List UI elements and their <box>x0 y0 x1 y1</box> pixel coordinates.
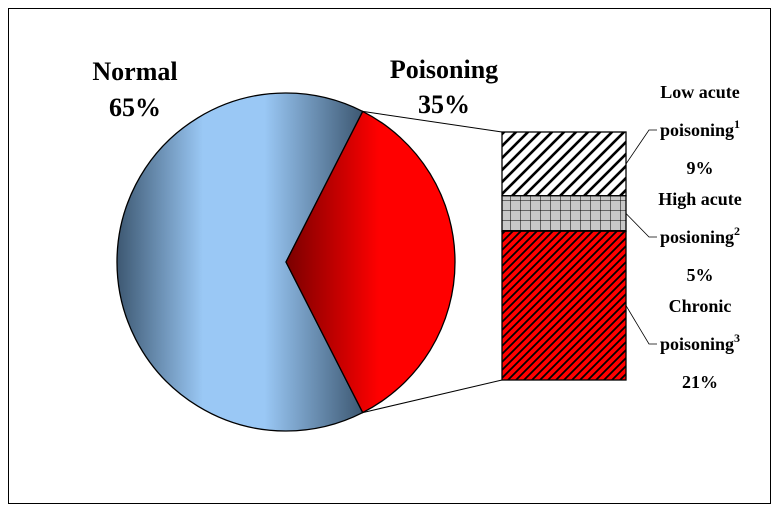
segment-label-1-line1: Low acute <box>660 82 740 102</box>
bar-segment-2 <box>501 195 627 232</box>
segment-label-2-percent: 5% <box>687 265 714 285</box>
segment-label-3-line1: Chronic <box>669 296 732 316</box>
segment-label-3-percent: 21% <box>682 372 718 392</box>
segment-label-1-percent: 9% <box>687 158 714 178</box>
segment-label-2-line2: posioning2 <box>660 224 740 247</box>
connector-bottom <box>362 379 503 414</box>
pie-slice-poisoning <box>285 110 456 414</box>
pie-slice-normal <box>116 92 364 432</box>
pie-label-poisoning-percent: 35% <box>418 90 470 119</box>
pie-layer <box>116 92 456 432</box>
bar-segment-1 <box>501 131 627 197</box>
pie-label-normal-name: Normal <box>92 57 177 86</box>
connector-layer <box>362 110 503 414</box>
segment-label-2-line1: High acute <box>658 189 742 209</box>
bar-segment-3 <box>501 230 627 381</box>
stacked-bar <box>501 131 627 381</box>
segment-label-1-superscript: 1 <box>734 117 740 131</box>
leader-line-2 <box>625 213 657 238</box>
leader-line-3 <box>625 305 657 345</box>
segment-label-3-superscript: 3 <box>734 331 740 345</box>
segment-label-2-superscript: 2 <box>734 224 740 238</box>
leader-line-1 <box>625 129 657 165</box>
segment-label-1-line2: poisoning1 <box>660 117 740 140</box>
segment-label-3-line2: poisoning3 <box>660 331 740 354</box>
pie-label-poisoning-name: Poisoning <box>390 55 498 84</box>
pie-label-normal-percent: 65% <box>109 93 161 122</box>
connector-top <box>362 110 503 133</box>
